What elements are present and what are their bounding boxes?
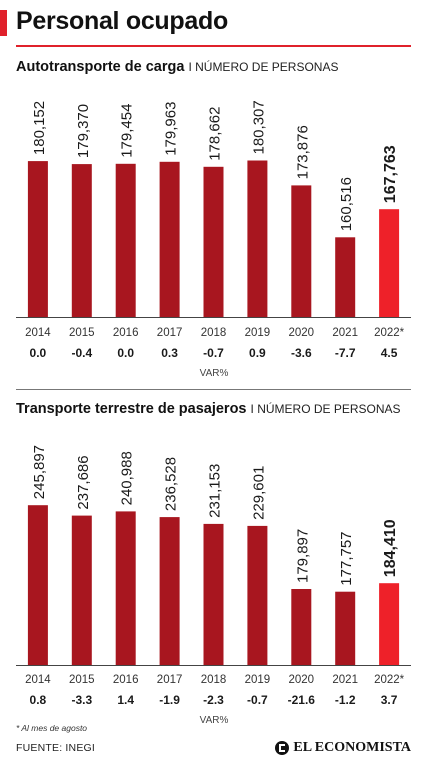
bar-2018 <box>203 523 224 665</box>
bar-2014 <box>27 161 48 317</box>
bar-2019 <box>247 160 268 317</box>
value-label-2022: 167,763 <box>382 145 399 203</box>
value-label-2019: 229,601 <box>250 466 267 520</box>
var-pct-2017: -1.9 <box>159 693 180 707</box>
var-pct-2015: -3.3 <box>71 693 92 707</box>
source-label: FUENTE: INEGI <box>16 742 96 754</box>
tick-label-2021: 2021 <box>332 327 358 339</box>
bar-2021 <box>335 237 356 317</box>
bar-2016 <box>115 163 136 317</box>
tick-label-2014: 2014 <box>25 327 51 339</box>
tick-label-2017: 2017 <box>157 674 183 686</box>
section-title-carga-text: Autotransporte de carga <box>16 59 185 75</box>
var-pct-2014: 0.8 <box>30 693 47 707</box>
tick-label-2018: 2018 <box>201 674 227 686</box>
bar-2017 <box>159 161 180 317</box>
page-title: Personal ocupado <box>16 7 228 35</box>
var-pct-2022: 4.5 <box>381 346 398 360</box>
footnote: * Al mes de agosto <box>16 723 88 733</box>
value-label-2016: 240,988 <box>119 451 136 505</box>
value-label-2020: 173,876 <box>294 125 311 179</box>
value-label-2015: 237,686 <box>75 455 92 509</box>
var-label: VAR% <box>200 715 229 726</box>
var-pct-2019: -0.7 <box>247 693 268 707</box>
bar-2015 <box>71 164 92 317</box>
tick-label-2022: 2022* <box>374 327 405 339</box>
var-pct-2022: 3.7 <box>381 693 398 707</box>
tick-label-2020: 2020 <box>289 327 315 339</box>
title-rule <box>16 45 411 47</box>
var-pct-2021: -7.7 <box>335 346 356 360</box>
tick-label-2016: 2016 <box>113 674 139 686</box>
value-label-2015: 179,370 <box>75 104 92 158</box>
section-title-pasajeros-text: Transporte terrestre de pasajeros <box>16 401 247 417</box>
brand-logo: EL ECONOMISTA <box>275 740 411 756</box>
tick-label-2016: 2016 <box>113 327 139 339</box>
section-title-pasajeros: Transporte terrestre de pasajeros I NÚME… <box>16 401 401 417</box>
value-label-2014: 245,897 <box>31 445 48 499</box>
brand-name: EL ECONOMISTA <box>293 740 411 755</box>
tick-label-2015: 2015 <box>69 327 95 339</box>
title-accent-bar <box>0 10 7 36</box>
bar-2014 <box>27 505 48 665</box>
tick-label-2019: 2019 <box>245 674 271 686</box>
bar-2021 <box>335 591 356 665</box>
bar-2019 <box>247 525 268 665</box>
tick-label-2017: 2017 <box>157 327 183 339</box>
value-label-2018: 178,662 <box>207 107 224 161</box>
section-divider <box>16 389 411 390</box>
value-label-2014: 180,152 <box>31 101 48 155</box>
section-subtitle-carga: I NÚMERO DE PERSONAS <box>188 60 339 74</box>
bar-2020 <box>291 589 312 665</box>
var-pct-2019: 0.9 <box>249 346 266 360</box>
bar-2022 <box>379 583 400 665</box>
tick-label-2018: 2018 <box>201 327 227 339</box>
bar-2015 <box>71 515 92 665</box>
tick-label-2014: 2014 <box>25 674 51 686</box>
tick-label-2022: 2022* <box>374 674 405 686</box>
bar-2022 <box>379 209 400 317</box>
value-label-2019: 180,307 <box>250 100 267 154</box>
value-label-2017: 179,963 <box>163 102 180 156</box>
var-pct-2018: -0.7 <box>203 346 224 360</box>
tick-label-2020: 2020 <box>289 674 315 686</box>
var-label: VAR% <box>200 368 229 379</box>
var-pct-2017: 0.3 <box>161 346 178 360</box>
bar-2018 <box>203 166 224 317</box>
value-label-2021: 160,516 <box>338 177 355 231</box>
var-pct-2015: -0.4 <box>71 346 92 360</box>
value-label-2020: 179,897 <box>294 529 311 583</box>
value-label-2018: 231,153 <box>207 464 224 518</box>
section-subtitle-pasajeros: I NÚMERO DE PERSONAS <box>250 402 401 416</box>
tick-label-2021: 2021 <box>332 674 358 686</box>
tick-label-2015: 2015 <box>69 674 95 686</box>
section-title-carga: Autotransporte de carga I NÚMERO DE PERS… <box>16 59 338 75</box>
value-label-2021: 177,757 <box>338 531 355 585</box>
var-pct-2016: 0.0 <box>117 346 134 360</box>
bar-2016 <box>115 511 136 665</box>
var-pct-2016: 1.4 <box>117 693 134 707</box>
var-pct-2014: 0.0 <box>30 346 47 360</box>
tick-label-2019: 2019 <box>245 327 271 339</box>
value-label-2016: 179,454 <box>119 104 136 158</box>
value-label-2022: 184,410 <box>382 519 399 577</box>
brand-icon <box>275 741 290 755</box>
var-pct-2021: -1.2 <box>335 693 356 707</box>
bar-2020 <box>291 185 312 317</box>
var-pct-2018: -2.3 <box>203 693 224 707</box>
var-pct-2020: -3.6 <box>291 346 312 360</box>
bar-2017 <box>159 517 180 665</box>
value-label-2017: 236,528 <box>163 457 180 511</box>
var-pct-2020: -21.6 <box>288 693 316 707</box>
